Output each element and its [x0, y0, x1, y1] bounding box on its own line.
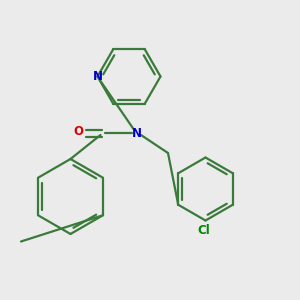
- Text: N: N: [92, 70, 103, 83]
- Text: N: N: [131, 127, 142, 140]
- Text: Cl: Cl: [198, 224, 210, 237]
- Text: O: O: [73, 125, 83, 139]
